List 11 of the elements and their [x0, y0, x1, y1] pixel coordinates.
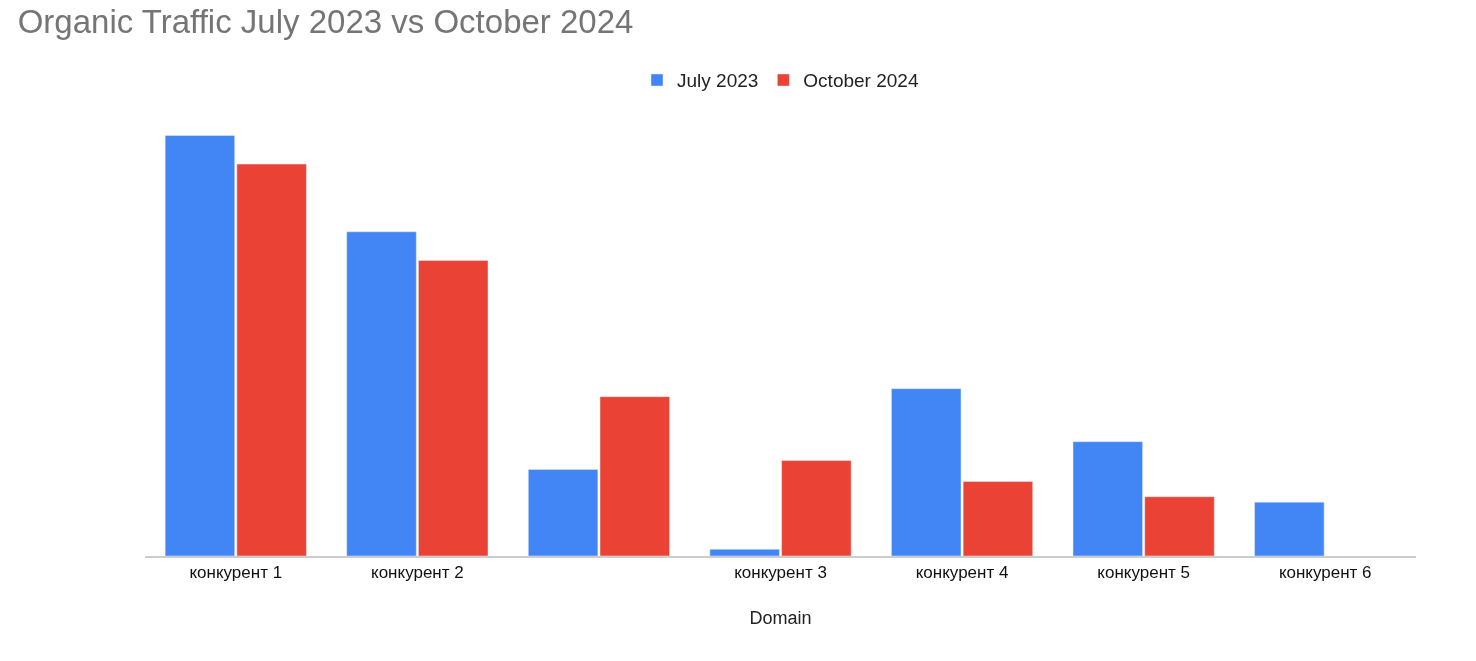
x-tick-label: конкурент 4	[915, 563, 1009, 583]
chart-title: Organic Traffic July 2023 vs October 2024	[17, 3, 634, 41]
x-tick-label: конкурент 1	[189, 563, 283, 583]
x-tick-label: конкурент 6	[1278, 563, 1372, 583]
bar	[1254, 501, 1325, 556]
x-tick-label: конкурент 5	[1097, 563, 1190, 583]
legend-label: July 2023	[677, 70, 759, 92]
legend-label: October 2024	[803, 70, 919, 92]
x-tick-label: конкурент 2	[371, 563, 464, 583]
x-axis-title: Domain	[749, 607, 812, 628]
x-tick-label: конкурент 3	[734, 563, 827, 583]
